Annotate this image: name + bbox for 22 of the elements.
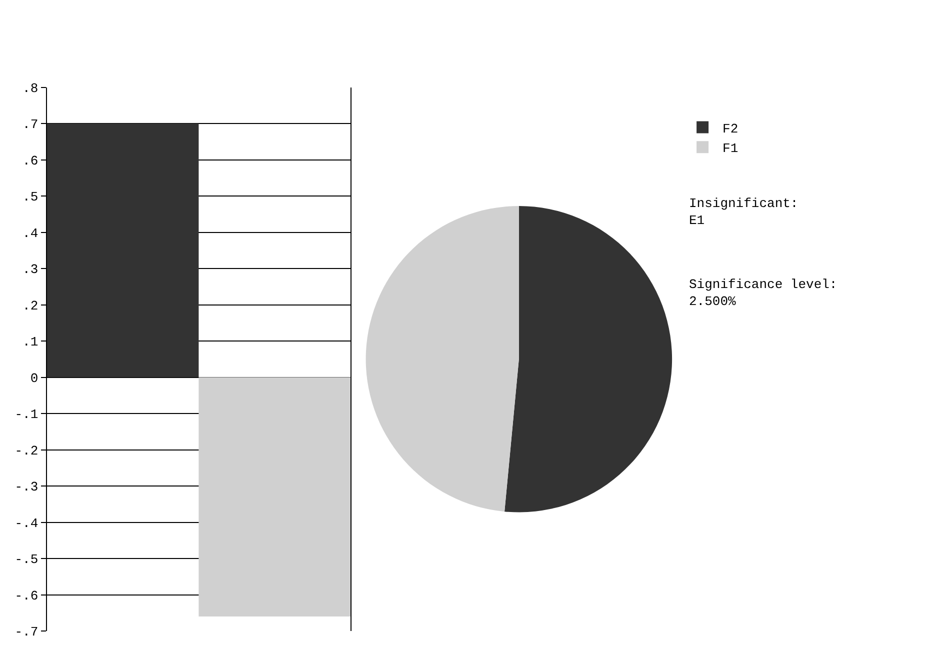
y-tick-label: -.1: [14, 407, 38, 422]
y-tick-label: -.5: [14, 552, 38, 568]
y-tick-label: .3: [22, 262, 38, 278]
y-tick-label: .4: [22, 226, 38, 241]
y-tick-label: .1: [22, 334, 38, 350]
y-tick-label: .5: [22, 190, 38, 205]
y-tick-label: .8: [22, 80, 38, 96]
y-tick-label: -.7: [14, 624, 38, 640]
pie-slice: [504, 206, 672, 512]
text: Significance level: 2.500%: [689, 277, 838, 309]
text: Insignificant: E1: [689, 196, 798, 228]
y-tick-label: 0: [30, 370, 38, 386]
y-tick-label: -.4: [14, 516, 38, 531]
legend-label: F2: [722, 121, 738, 136]
y-tick-label: .7: [22, 117, 38, 132]
y-tick-label: .6: [22, 153, 38, 168]
y-tick-label: .2: [22, 298, 38, 314]
y-tick-label: -.3: [14, 480, 38, 495]
legend-label: F1: [722, 141, 738, 156]
y-tick-label: -.6: [14, 588, 38, 604]
pie-slice: [366, 206, 519, 512]
y-tick-label: -.2: [14, 443, 38, 458]
